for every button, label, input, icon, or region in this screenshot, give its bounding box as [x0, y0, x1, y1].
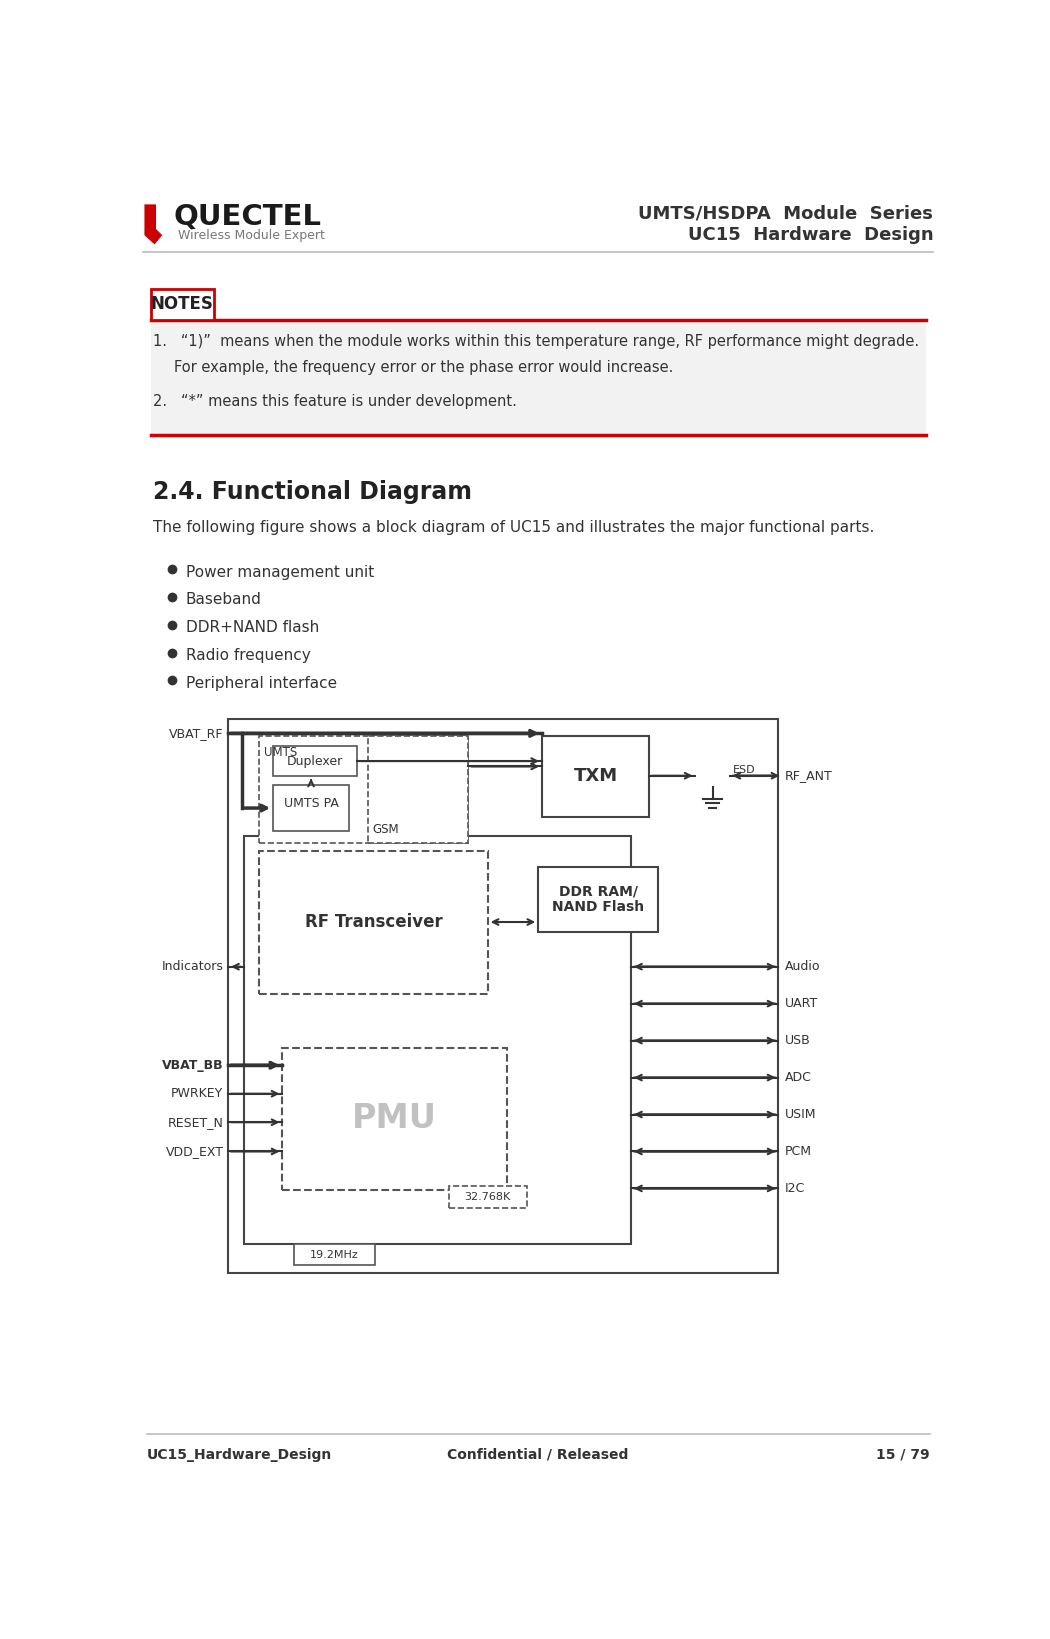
Text: 1.   “1)”  means when the module works within this temperature range, RF perform: 1. “1)” means when the module works with… — [153, 334, 919, 349]
Text: Baseband: Baseband — [186, 592, 261, 608]
Circle shape — [709, 764, 716, 772]
Text: USIM: USIM — [784, 1108, 816, 1121]
Text: 19.2MHz: 19.2MHz — [311, 1249, 359, 1260]
Text: ESD: ESD — [733, 765, 755, 775]
Text: PWRKEY: PWRKEY — [171, 1087, 224, 1100]
Bar — [282, 1047, 507, 1190]
FancyBboxPatch shape — [150, 288, 214, 320]
Text: I2C: I2C — [784, 1182, 805, 1195]
Bar — [273, 746, 357, 775]
Text: Power management unit: Power management unit — [186, 565, 374, 580]
Bar — [228, 720, 778, 1274]
Text: GSM: GSM — [373, 823, 399, 836]
Text: USB: USB — [784, 1034, 811, 1047]
Text: VDD_EXT: VDD_EXT — [166, 1146, 224, 1159]
Text: UART: UART — [784, 997, 818, 1010]
Text: VBAT_BB: VBAT_BB — [162, 1059, 224, 1072]
Text: Indicators: Indicators — [162, 960, 224, 974]
Bar — [273, 785, 349, 831]
Text: VBAT_RF: VBAT_RF — [169, 726, 224, 739]
Text: RF Transceiver: RF Transceiver — [304, 913, 442, 931]
Bar — [259, 851, 488, 993]
Bar — [368, 736, 468, 844]
Bar — [538, 867, 658, 933]
Text: Audio: Audio — [784, 960, 820, 974]
Text: ADC: ADC — [784, 1070, 812, 1083]
Polygon shape — [145, 205, 163, 244]
Text: The following figure shows a block diagram of UC15 and illustrates the major fun: The following figure shows a block diagr… — [153, 520, 875, 534]
Text: Confidential / Released: Confidential / Released — [447, 1447, 629, 1462]
Text: RF_ANT: RF_ANT — [784, 769, 833, 782]
Bar — [150, 320, 926, 436]
Text: BB: BB — [386, 1047, 488, 1113]
Text: UC15  Hardware  Design: UC15 Hardware Design — [688, 226, 933, 244]
Text: PMU: PMU — [352, 1103, 437, 1136]
Text: Wireless Module Expert: Wireless Module Expert — [177, 229, 324, 243]
Text: QUECTEL: QUECTEL — [174, 203, 322, 231]
Text: PCM: PCM — [784, 1146, 812, 1159]
Bar — [244, 836, 631, 1244]
Text: For example, the frequency error or the phase error would increase.: For example, the frequency error or the … — [174, 361, 673, 375]
Bar — [449, 1187, 526, 1208]
Text: TXM: TXM — [573, 767, 617, 785]
Text: UC15_Hardware_Design: UC15_Hardware_Design — [147, 1447, 332, 1462]
Bar — [259, 736, 468, 844]
Bar — [542, 736, 649, 816]
Text: DDR RAM/
NAND Flash: DDR RAM/ NAND Flash — [552, 883, 645, 915]
Text: Duplexer: Duplexer — [287, 754, 343, 767]
Text: 32.768K: 32.768K — [464, 1192, 511, 1201]
Text: DDR+NAND flash: DDR+NAND flash — [186, 620, 319, 636]
Text: Radio frequency: Radio frequency — [186, 647, 310, 662]
Bar — [294, 1244, 376, 1265]
Text: 2.4. Functional Diagram: 2.4. Functional Diagram — [153, 480, 471, 505]
Text: RESET_N: RESET_N — [168, 1116, 224, 1129]
Text: Peripheral interface: Peripheral interface — [186, 675, 337, 690]
Text: NOTES: NOTES — [151, 295, 214, 313]
Text: UMTS/HSDPA  Module  Series: UMTS/HSDPA Module Series — [638, 205, 933, 223]
Text: 15 / 79: 15 / 79 — [876, 1447, 929, 1462]
Text: 2.   “*” means this feature is under development.: 2. “*” means this feature is under devel… — [153, 393, 517, 408]
Text: UMTS: UMTS — [264, 746, 297, 759]
Text: UMTS PA: UMTS PA — [284, 797, 338, 810]
